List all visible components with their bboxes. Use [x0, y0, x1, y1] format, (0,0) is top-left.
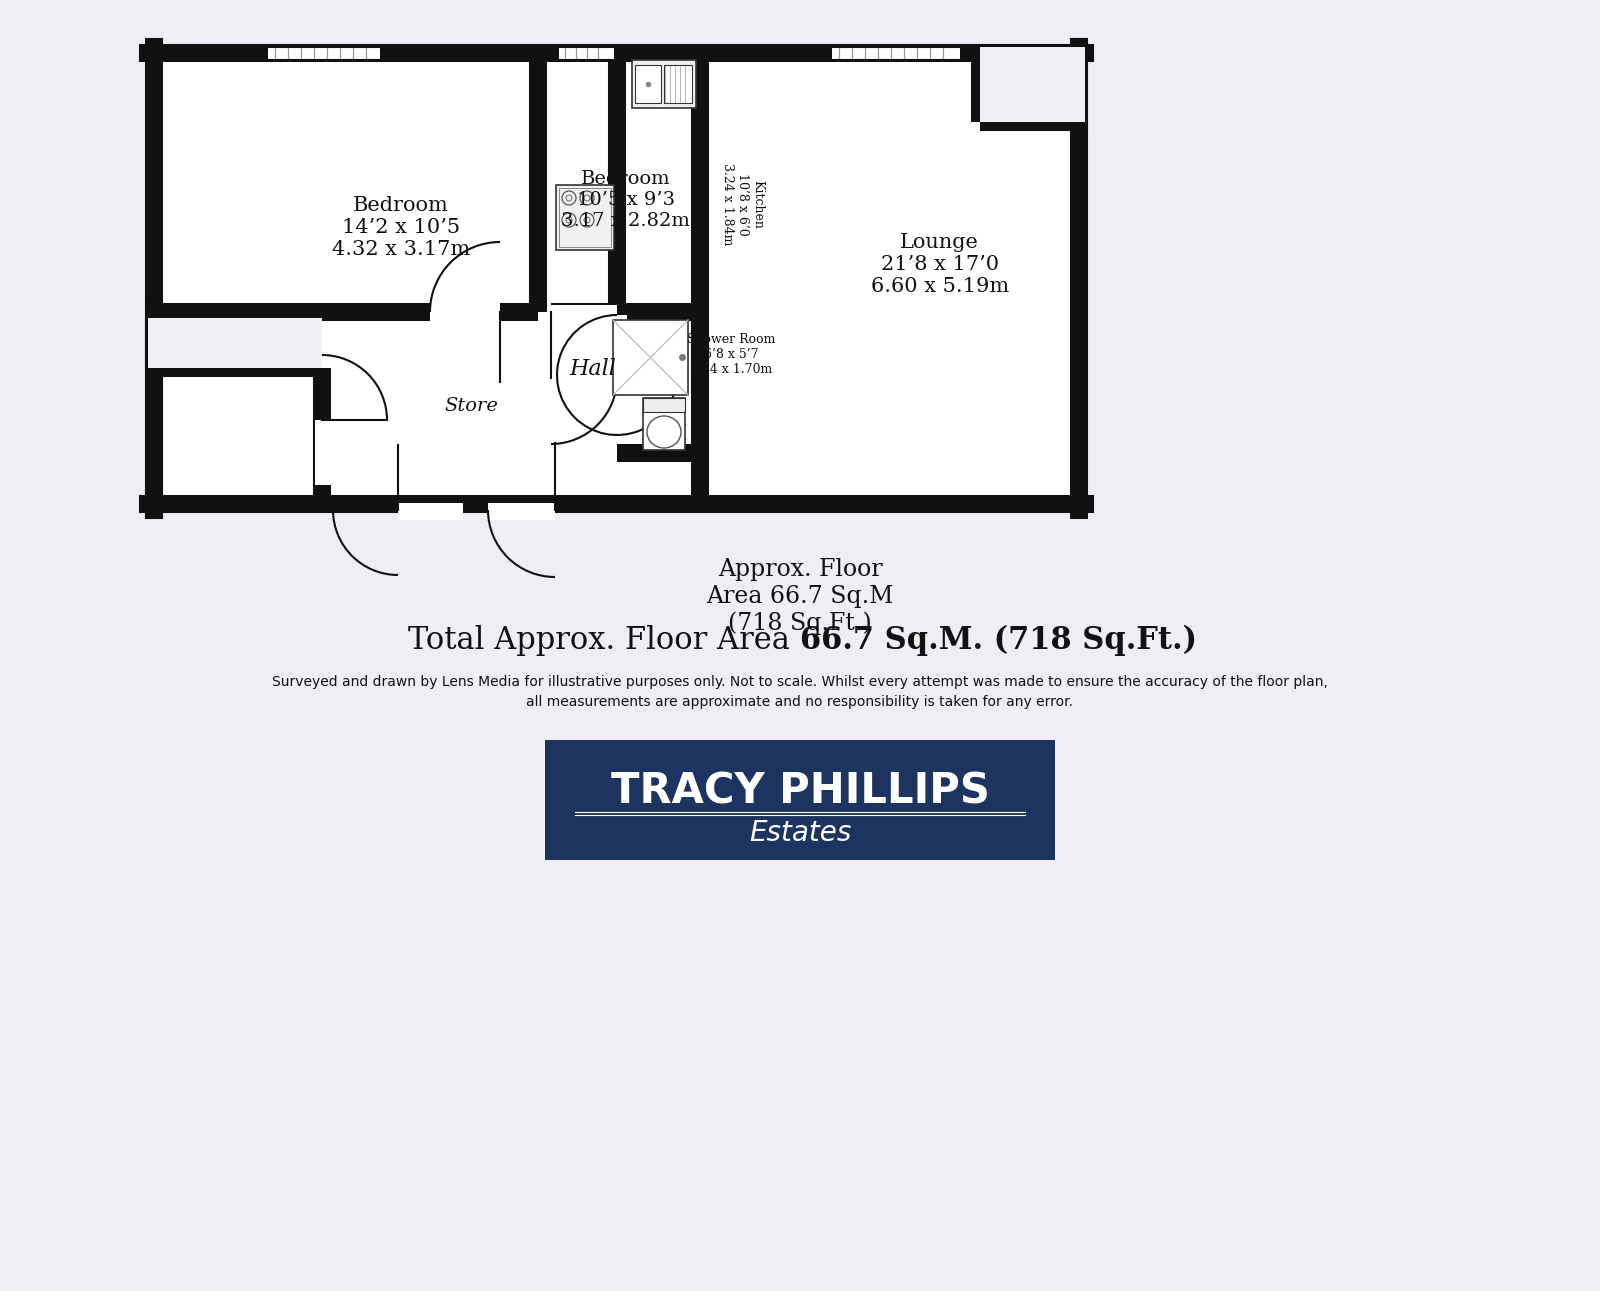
- Text: Approx. Floor
Area 66.7 Sq.M
(718 Sq.Ft.): Approx. Floor Area 66.7 Sq.M (718 Sq.Ft.…: [706, 558, 894, 635]
- Text: Surveyed and drawn by Lens Media for illustrative purposes only. Not to scale. W: Surveyed and drawn by Lens Media for ill…: [272, 675, 1328, 689]
- Bar: [488, 503, 555, 520]
- Text: 66.7 Sq.M. (718 Sq.Ft.): 66.7 Sq.M. (718 Sq.Ft.): [800, 625, 1197, 656]
- Text: Bedroom
10’5 x 9’3
3.17 x 2.82m: Bedroom 10’5 x 9’3 3.17 x 2.82m: [562, 170, 690, 230]
- Bar: [147, 318, 322, 368]
- Bar: [557, 185, 614, 250]
- Text: Bedroom
14’2 x 10’5
4.32 x 3.17m: Bedroom 14’2 x 10’5 4.32 x 3.17m: [331, 196, 470, 259]
- Text: Estates: Estates: [749, 818, 851, 847]
- Text: Lounge
21’8 x 17’0
6.60 x 5.19m: Lounge 21’8 x 17’0 6.60 x 5.19m: [870, 234, 1010, 296]
- Text: Shower Room
6’8 x 5’7
2.04 x 1.70m: Shower Room 6’8 x 5’7 2.04 x 1.70m: [686, 333, 774, 377]
- Bar: [643, 398, 685, 412]
- Bar: [610, 315, 627, 374]
- Text: Kitchen
10’8 x 6’0
3.24 x 1.84m: Kitchen 10’8 x 6’0 3.24 x 1.84m: [722, 163, 765, 245]
- Bar: [546, 740, 1054, 860]
- Bar: [430, 305, 499, 321]
- Bar: [664, 65, 691, 103]
- Text: Store: Store: [445, 396, 498, 414]
- Text: all measurements are approximate and no responsibility is taken for any error.: all measurements are approximate and no …: [526, 695, 1074, 709]
- Text: Hall: Hall: [570, 358, 616, 380]
- Bar: [558, 188, 611, 247]
- Text: TRACY PHILLIPS: TRACY PHILLIPS: [611, 771, 989, 813]
- Bar: [632, 59, 696, 108]
- Bar: [558, 46, 614, 59]
- Bar: [550, 305, 618, 321]
- Bar: [643, 398, 685, 451]
- Bar: [979, 46, 1085, 123]
- Bar: [147, 46, 1085, 510]
- Bar: [315, 420, 333, 485]
- Bar: [398, 503, 462, 520]
- Bar: [832, 46, 960, 59]
- Text: Total Approx. Floor Area: Total Approx. Floor Area: [408, 625, 800, 656]
- Bar: [613, 320, 688, 395]
- Bar: [269, 46, 381, 59]
- Bar: [635, 65, 661, 103]
- Ellipse shape: [646, 416, 682, 448]
